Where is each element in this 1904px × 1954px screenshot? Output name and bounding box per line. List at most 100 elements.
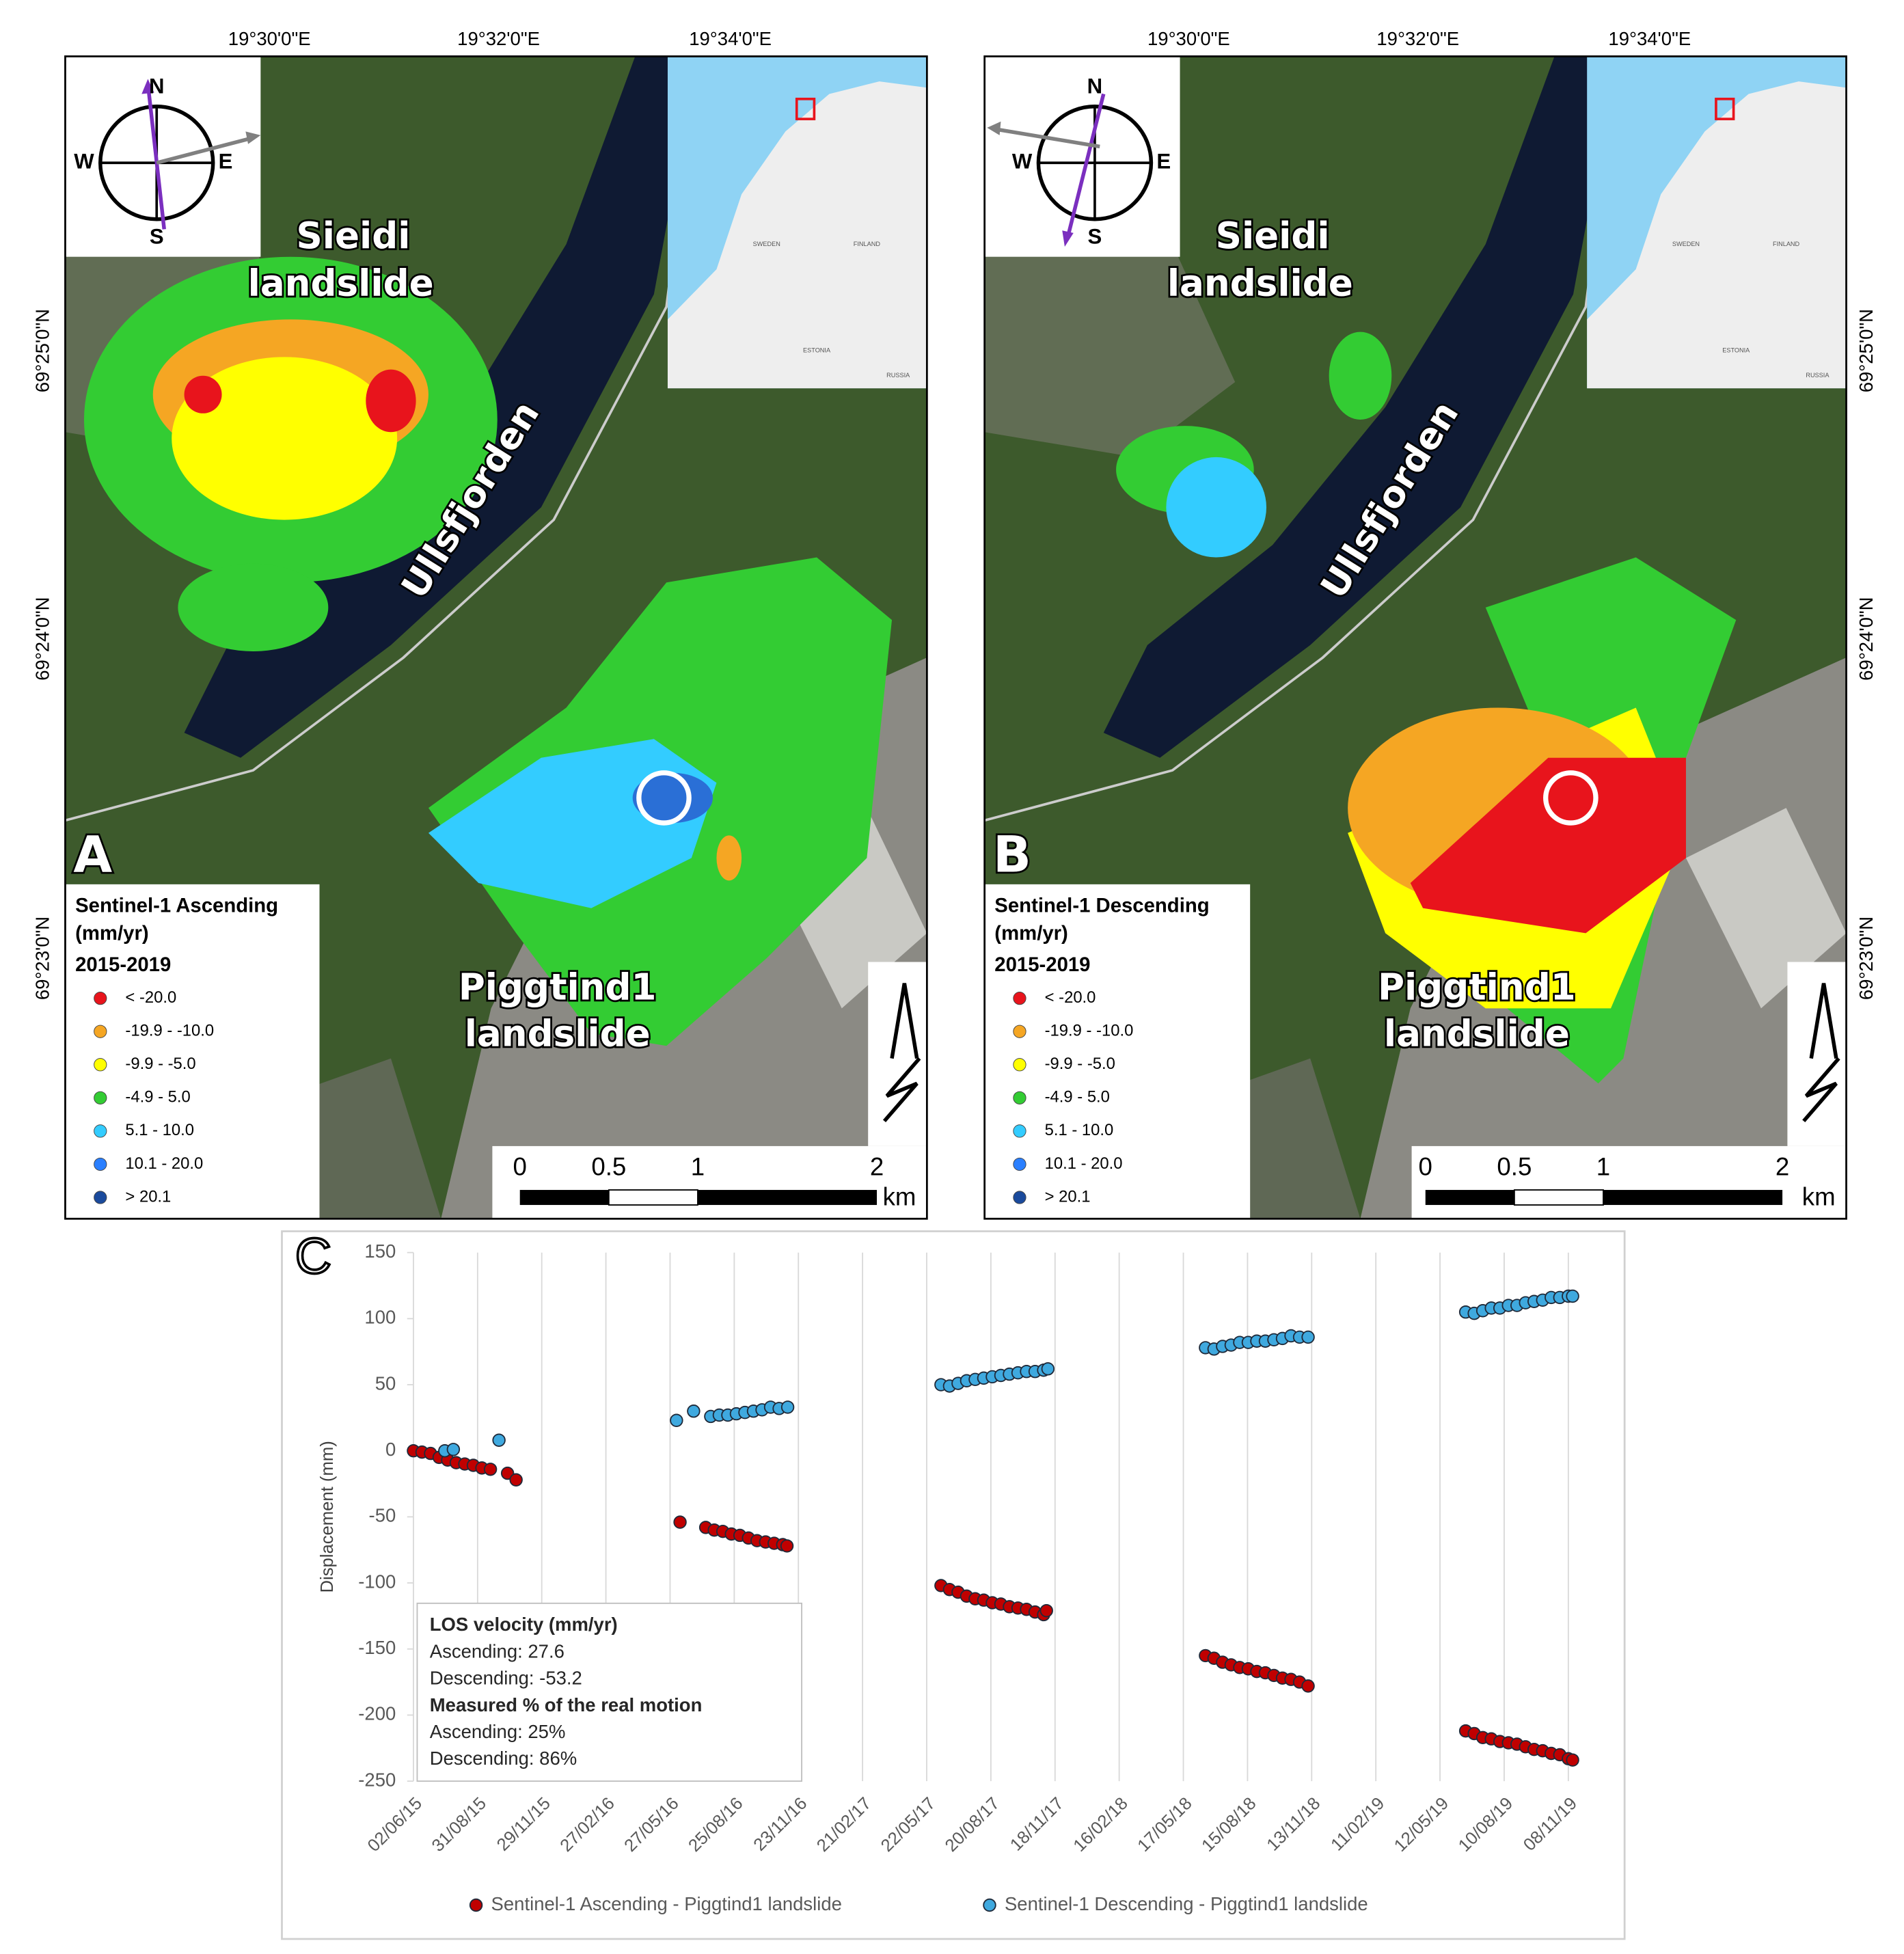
data-point (1301, 1679, 1315, 1693)
data-point (509, 1473, 523, 1487)
y-tick-label: 50 (375, 1372, 396, 1394)
legend-title: (mm/yr) (75, 922, 149, 945)
legend-swatch (1013, 1025, 1026, 1038)
latitude-label: 69°23'0"N (32, 917, 53, 1000)
legend-title: 2015-2019 (994, 953, 1090, 976)
inset-label: ESTONIA (1722, 347, 1750, 354)
longitude-label: 19°32'0"E (457, 28, 540, 49)
legend-swatch (94, 1124, 107, 1138)
data-point (446, 1443, 461, 1456)
data-point (483, 1463, 498, 1476)
y-tick-label: -150 (358, 1637, 396, 1658)
compass-letter: N (1087, 74, 1102, 98)
scale-unit: km (883, 1183, 916, 1211)
latitude-label: 69°24'0"N (32, 597, 53, 681)
panel-letter: C (295, 1228, 331, 1284)
scale-label: 1 (1596, 1153, 1610, 1181)
longitude-label: 19°34'0"E (1608, 28, 1691, 49)
annotation-line: Ascending: 27.6 (430, 1640, 565, 1661)
legend-swatch (94, 1025, 107, 1038)
y-tick-label: 0 (385, 1439, 396, 1460)
map-panel-b (983, 55, 1848, 1221)
compass-letter: E (1156, 149, 1171, 173)
panel-letter: A (73, 826, 112, 884)
legend-swatch (94, 1191, 107, 1204)
compass-letter: N (149, 74, 165, 98)
legend-marker (983, 1898, 996, 1912)
scale-label: 0 (513, 1153, 527, 1181)
inset-label: ESTONIA (803, 347, 831, 354)
legend-swatch (1013, 1191, 1026, 1204)
legend-swatch (1013, 1091, 1026, 1104)
longitude-label: 19°30'0"E (228, 28, 311, 49)
data-point (780, 1400, 795, 1414)
legend-marker (469, 1898, 483, 1912)
legend-swatch (1013, 992, 1026, 1005)
data-point (687, 1404, 701, 1418)
latitude-label: 69°25'0"N (32, 309, 53, 392)
place-label: landslide (248, 262, 434, 304)
legend-title: (mm/yr) (994, 922, 1068, 945)
longitude-label: 19°30'0"E (1147, 28, 1230, 49)
annotation-line: Descending: -53.2 (430, 1668, 582, 1689)
annotation-line: Descending: 86% (430, 1748, 577, 1769)
place-label: Piggtind1 (459, 966, 657, 1008)
scale-unit: km (1802, 1183, 1836, 1211)
legend-label: > 20.1 (125, 1187, 171, 1206)
legend-label: -19.9 - -10.0 (125, 1022, 214, 1040)
data-point (1301, 1330, 1315, 1344)
legend-swatch (1013, 1157, 1026, 1171)
compass-letter: E (219, 149, 233, 173)
legend-label: < -20.0 (125, 988, 176, 1007)
y-tick-label: 150 (364, 1240, 396, 1262)
inset-label: FINLAND (854, 241, 881, 247)
legend-label: 5.1 - 10.0 (125, 1121, 194, 1139)
scale-label: 0 (1419, 1153, 1432, 1181)
annotation-line: Measured % of the real motion (430, 1694, 703, 1715)
inset-label: RUSSIA (886, 372, 910, 379)
legend-swatch (94, 1058, 107, 1072)
data-point (1039, 1603, 1053, 1618)
legend-label: 10.1 - 20.0 (125, 1154, 203, 1173)
compass-letter: W (1012, 149, 1033, 173)
data-point (492, 1433, 506, 1447)
legend-swatch (1013, 1124, 1026, 1138)
scale-label: 2 (1776, 1153, 1789, 1181)
legend-title: Sentinel-1 Descending (994, 895, 1209, 917)
place-label: Sieidi (1216, 215, 1330, 257)
legend-label: 5.1 - 10.0 (1045, 1121, 1114, 1139)
longitude-label: 19°34'0"E (689, 28, 772, 49)
y-tick-label: -200 (358, 1703, 396, 1724)
legend-label: -4.9 - 5.0 (1045, 1088, 1110, 1107)
data-point (1566, 1289, 1579, 1303)
legend-label: 10.1 - 20.0 (1045, 1154, 1123, 1173)
legend-title: Sentinel-1 Ascending (75, 895, 278, 917)
y-tick-label: 100 (364, 1307, 396, 1328)
data-point (673, 1515, 687, 1529)
annotation-line: Ascending: 25% (430, 1721, 566, 1742)
latitude-label: 69°23'0"N (1855, 917, 1877, 1000)
legend-label: Sentinel-1 Ascending - Piggtind1 landsli… (491, 1893, 842, 1914)
latitude-label: 69°25'0"N (1855, 309, 1877, 392)
y-axis-label: Displacement (mm) (318, 1441, 337, 1592)
legend-label: -19.9 - -10.0 (1045, 1022, 1134, 1040)
place-label: landslide (1167, 262, 1353, 304)
legend-label: < -20.0 (1045, 988, 1096, 1007)
legend-label: -9.9 - -5.0 (1045, 1055, 1115, 1073)
place-label: Sieidi (296, 215, 410, 257)
scale-label: 1 (691, 1153, 705, 1181)
place-label: Piggtind1 (1378, 966, 1576, 1008)
legend-title: 2015-2019 (75, 953, 171, 976)
inset-label: SWEDEN (753, 241, 780, 247)
latitude-label: 69°24'0"N (1855, 597, 1877, 681)
scale-label: 0.5 (1497, 1153, 1532, 1181)
data-point (1566, 1753, 1579, 1767)
data-point (1041, 1362, 1055, 1376)
inset-label: RUSSIA (1806, 372, 1830, 379)
legend-swatch (94, 992, 107, 1005)
legend-swatch (1013, 1058, 1026, 1072)
legend-label: -4.9 - 5.0 (125, 1088, 190, 1107)
legend-label: -9.9 - -5.0 (125, 1055, 195, 1073)
scale-label: 2 (870, 1153, 884, 1181)
